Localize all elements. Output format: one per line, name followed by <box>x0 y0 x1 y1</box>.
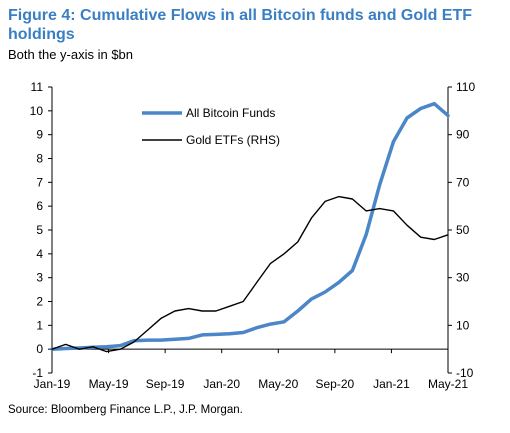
y-left-tick-label: 3 <box>36 271 43 285</box>
y-right-tick-label: 70 <box>456 175 470 189</box>
chart-title: Figure 4: Cumulative Flows in all Bitcoi… <box>8 7 473 43</box>
legend: All Bitcoin Funds Gold ETFs (RHS) <box>142 106 280 147</box>
x-tick-label: Jan-21 <box>373 377 410 391</box>
y-right-tick-label: 90 <box>456 128 470 142</box>
y-left-tick-label: 5 <box>36 223 43 237</box>
y-left-tick-label: -1 <box>32 366 43 380</box>
x-tick-label: May-21 <box>428 377 468 391</box>
x-tick-label: May-20 <box>258 377 298 391</box>
y-right-tick-label: 10 <box>456 318 470 332</box>
series-lines <box>50 101 450 353</box>
y-right-tick-label: 50 <box>456 223 470 237</box>
y-left-tick-label: 0 <box>36 342 43 356</box>
y-left-tick-label: 8 <box>36 152 43 166</box>
y-right-tick-label: 30 <box>456 271 470 285</box>
chart-subtitle: Both the y-axis in $bn <box>8 47 134 62</box>
series-line-2 <box>51 195 449 353</box>
legend-label-1: All Bitcoin Funds <box>186 106 275 120</box>
x-tick-label: Sep-20 <box>316 377 355 391</box>
y-left-tick-label: 2 <box>36 295 43 309</box>
y-right-tick-label: -10 <box>456 366 474 380</box>
y-left-tick-label: 7 <box>36 175 43 189</box>
x-tick-label: Sep-19 <box>146 377 185 391</box>
y-left-tick-label: 4 <box>36 247 43 261</box>
x-tick-label: May-19 <box>89 377 129 391</box>
y-left-tick-label: 10 <box>30 104 44 118</box>
y-left-tick-label: 1 <box>36 318 43 332</box>
y-left-tick-label: 6 <box>36 199 43 213</box>
legend-label-2: Gold ETFs (RHS) <box>186 133 280 147</box>
series-line-1 <box>50 101 450 351</box>
source-note: Source: Bloomberg Finance L.P., J.P. Mor… <box>8 404 243 416</box>
y-right-tick-label: 110 <box>456 80 475 94</box>
y-left-tick-label: 11 <box>31 80 44 94</box>
x-tick-label: Jan-20 <box>203 377 240 391</box>
x-tick-label: Jan-19 <box>34 377 71 391</box>
y-left-tick-label: 9 <box>36 128 43 142</box>
